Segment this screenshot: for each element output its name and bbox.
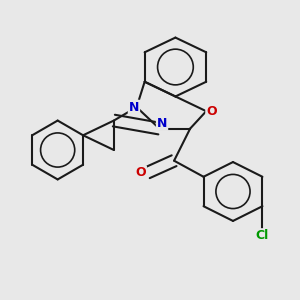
Text: Cl: Cl (256, 229, 269, 242)
Text: O: O (135, 166, 146, 179)
Text: O: O (206, 105, 217, 118)
Text: N: N (129, 101, 139, 114)
Text: N: N (157, 117, 167, 130)
